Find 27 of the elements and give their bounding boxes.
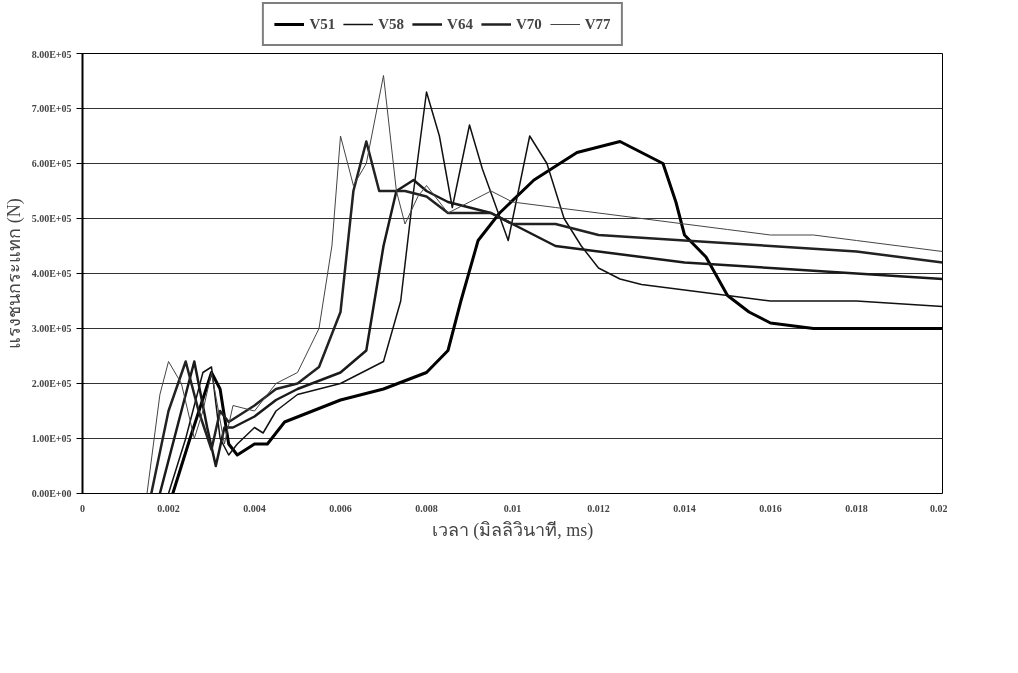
y-tick-label: 7.00E+05 xyxy=(31,103,72,114)
legend-label: V77 xyxy=(584,15,611,33)
y-tick-label: 6.00E+05 xyxy=(31,158,72,169)
x-tick-label: 0 xyxy=(80,502,85,514)
legend-label: V70 xyxy=(515,15,542,33)
legend-label: V51 xyxy=(309,15,336,33)
x-tick-label: 0.01 xyxy=(503,502,522,514)
y-tick-label: 4.00E+05 xyxy=(31,268,72,279)
y-tick-label: 0.00E+00 xyxy=(31,488,72,499)
x-tick-label: 0.018 xyxy=(845,502,868,514)
x-tick-label: 0.02 xyxy=(930,502,948,514)
x-tick-label: 0.002 xyxy=(157,502,180,514)
x-tick-label: 0.004 xyxy=(243,502,266,514)
y-axis-title: แรงชนกระแทก (N) xyxy=(3,198,25,349)
x-tick-label: 0.014 xyxy=(673,502,696,514)
legend-label: V58 xyxy=(378,15,405,33)
legend-label: V64 xyxy=(447,15,473,33)
x-tick-label: 0.006 xyxy=(329,502,352,514)
y-tick-label: 2.00E+05 xyxy=(31,378,72,389)
x-axis-title: เวลา (มิลลิวินาที, ms) xyxy=(431,519,594,541)
x-tick-label: 0.008 xyxy=(415,502,438,514)
y-tick-label: 8.00E+05 xyxy=(31,48,72,60)
y-tick-label: 3.00E+05 xyxy=(31,323,72,334)
x-tick-label: 0.016 xyxy=(759,502,782,514)
x-tick-label: 0.012 xyxy=(587,502,610,514)
y-tick-label: 1.00E+05 xyxy=(31,433,72,444)
y-tick-label: 5.00E+05 xyxy=(31,213,72,224)
